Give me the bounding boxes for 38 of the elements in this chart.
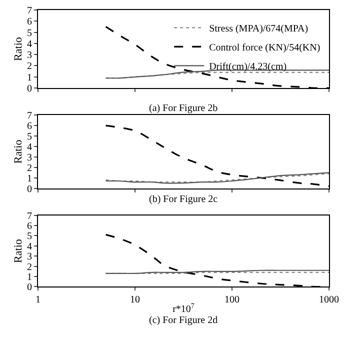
y-tick-label: 4 [27, 241, 32, 252]
x-tick-label: 1000 [319, 294, 339, 306]
y-tick-label: 0 [27, 84, 32, 95]
y-tick-label: 2 [27, 262, 32, 273]
y-tick-label: 5 [27, 231, 32, 242]
y-tick-label: 0 [27, 282, 32, 294]
y-axis-title: Ratio [12, 36, 25, 61]
y-tick-label: 4 [27, 38, 32, 50]
x-tick-label: 100 [224, 294, 240, 306]
y-tick-label: 0 [27, 184, 32, 195]
text: (a) For Figure 2b [149, 103, 218, 114]
y-tick-label: 6 [27, 221, 32, 232]
y-tick-label: 2 [27, 162, 32, 174]
y-tick-label: 7 [27, 110, 32, 122]
y-axis-title: Ratio [12, 238, 25, 263]
legend-label: Stress (MPA)/674(MPA) [209, 24, 308, 35]
text: (c) For Figure 2d [149, 315, 218, 326]
y-tick-label: 4 [27, 142, 32, 153]
y-tick-label: 1 [27, 173, 32, 184]
legend-label: Drift(cm)/4.23(cm) [209, 62, 287, 73]
x-axis-title: r*10$^{7}$ [172, 302, 195, 316]
x-tick-label: 10 [130, 294, 140, 306]
legend-label: Control force (KN)/54(KN) [209, 42, 320, 54]
y-tick-label: 6 [27, 16, 32, 28]
y-tick-label: 7 [27, 210, 32, 222]
x-tick-label: 1 [36, 294, 40, 306]
y-tick-label: 1 [27, 72, 32, 84]
y-tick-label: 6 [27, 121, 32, 132]
y-tick-label: 3 [27, 50, 32, 62]
y-tick-label: 3 [27, 152, 32, 164]
text: (b) For Figure 2c [149, 194, 218, 205]
y-tick-label: 7 [27, 5, 32, 16]
y-tick-label: 1 [27, 272, 32, 283]
y-tick-label: 3 [27, 252, 32, 263]
y-tick-label: 2 [27, 61, 32, 72]
y-tick-label: 5 [27, 28, 32, 39]
y-tick-label: 5 [27, 132, 32, 142]
y-axis-title: Ratio [12, 139, 25, 164]
